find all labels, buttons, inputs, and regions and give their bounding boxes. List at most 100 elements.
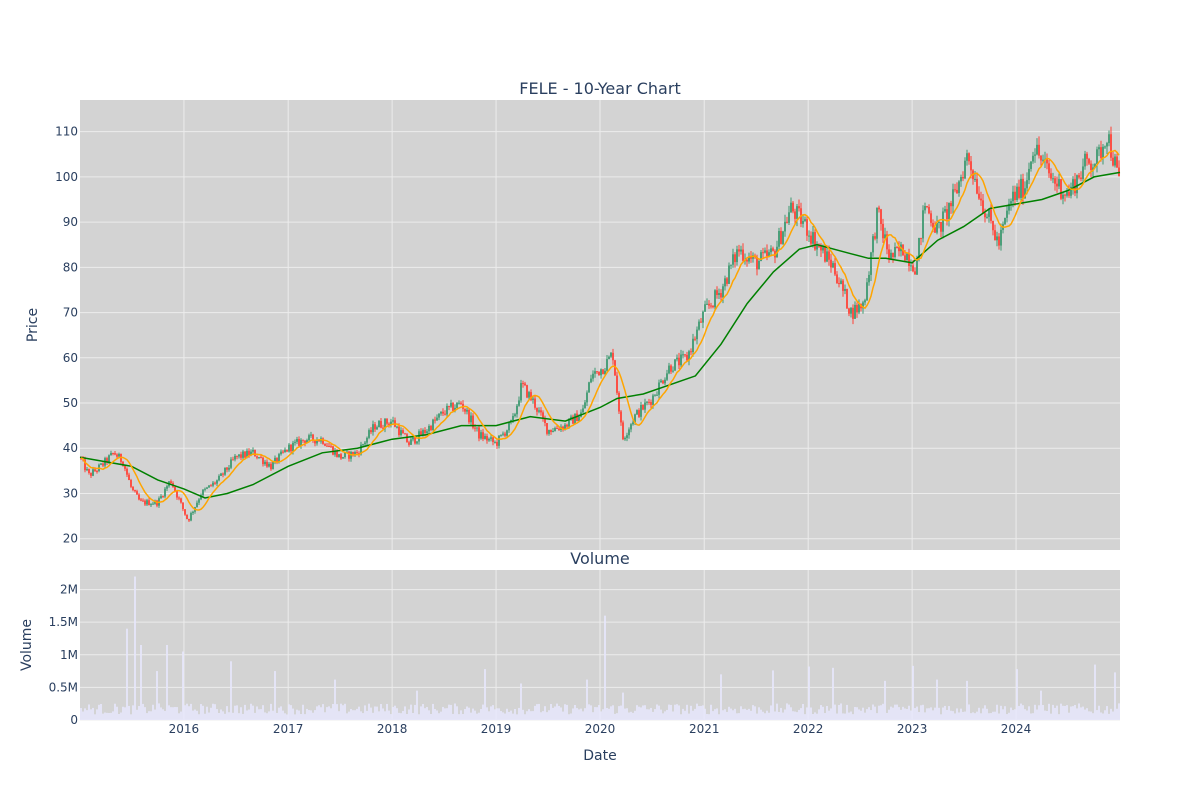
volume-bar <box>614 713 616 720</box>
volume-bar <box>1058 714 1060 720</box>
volume-bar <box>384 711 386 720</box>
volume-bar <box>952 711 954 720</box>
candle-up <box>996 236 998 241</box>
x-tick-label: 2016 <box>169 722 200 736</box>
volume-bar <box>812 713 814 720</box>
candle-down <box>700 321 702 323</box>
volume-bar <box>836 713 838 720</box>
candle-up <box>238 454 240 457</box>
volume-bar <box>580 708 582 720</box>
volume-bar <box>764 713 766 720</box>
volume-bar-series <box>80 576 1120 720</box>
volume-bar <box>866 709 868 720</box>
volume-bar <box>634 710 636 720</box>
volume-bar <box>640 707 642 720</box>
candle-down <box>638 410 640 417</box>
candle-up <box>564 424 566 430</box>
volume-bar <box>732 710 734 720</box>
volume-bar <box>696 703 698 720</box>
candle-up <box>344 452 346 458</box>
candle-up <box>1104 146 1106 148</box>
volume-bar <box>1000 705 1002 720</box>
volume-bar <box>562 711 564 720</box>
candle-up <box>422 429 424 436</box>
volume-bar <box>122 706 124 720</box>
volume-bar <box>418 714 420 720</box>
candle-up <box>1032 155 1034 162</box>
candle-down <box>1064 194 1066 196</box>
volume-bar <box>416 690 418 720</box>
candle-up <box>966 153 968 161</box>
candle-up <box>490 437 492 439</box>
candle-down <box>720 293 722 298</box>
volume-bar <box>118 714 120 720</box>
candle-down <box>662 380 664 384</box>
volume-bar <box>1060 703 1062 720</box>
volume-bar <box>350 708 352 720</box>
volume-bar <box>1100 712 1102 720</box>
candle-down <box>598 371 600 376</box>
volume-bar <box>826 706 828 720</box>
candle-up <box>986 216 988 218</box>
volume-bar <box>148 711 150 720</box>
candle-down <box>708 303 710 306</box>
candle-up <box>118 453 120 457</box>
volume-bar <box>436 710 438 720</box>
volume-bar <box>1024 709 1026 720</box>
candle-down <box>322 438 324 444</box>
volume-bar <box>774 711 776 720</box>
volume-bar <box>1110 708 1112 720</box>
volume-bar <box>532 711 534 720</box>
volume-bar <box>220 709 222 720</box>
volume-bar <box>374 706 376 720</box>
volume-bar <box>456 706 458 720</box>
candle-down <box>880 209 882 224</box>
candle-up <box>672 370 674 372</box>
candle-up <box>1092 167 1094 170</box>
candle-up <box>722 286 724 298</box>
volume-bar <box>938 707 940 720</box>
volume-bar <box>930 707 932 720</box>
x-tick-label: 2018 <box>377 722 408 736</box>
candle-down <box>968 153 970 162</box>
volume-bar <box>886 712 888 720</box>
candle-down <box>914 271 916 275</box>
candle-down <box>472 415 474 428</box>
candle-up <box>1026 180 1028 189</box>
candle-up <box>664 379 666 384</box>
candle-up <box>876 207 878 239</box>
volume-bar <box>428 710 430 720</box>
candle-down <box>388 423 390 425</box>
candle-up <box>272 461 274 470</box>
volume-bar <box>822 706 824 720</box>
candle-up <box>626 435 628 438</box>
candle-up <box>86 469 88 471</box>
candle-down <box>214 482 216 484</box>
candle-up <box>706 303 708 305</box>
volume-bar <box>1002 709 1004 720</box>
volume-bar <box>320 707 322 720</box>
candle-up <box>988 209 990 217</box>
volume-bar <box>196 710 198 720</box>
candle-up <box>822 247 824 251</box>
candle-down <box>738 249 740 252</box>
candle-down <box>612 352 614 361</box>
volume-bar <box>726 711 728 720</box>
volume-bar <box>1048 703 1050 720</box>
volume-bar <box>536 704 538 720</box>
volume-bar <box>762 711 764 720</box>
volume-bar <box>308 710 310 720</box>
candle-up <box>512 415 514 421</box>
volume-bar <box>190 703 192 720</box>
volume-bar <box>770 705 772 720</box>
candle-down <box>356 452 358 454</box>
candle-down <box>828 251 830 260</box>
volume-bar <box>202 705 204 720</box>
candle-down <box>1100 147 1102 158</box>
candle-down <box>1040 155 1042 161</box>
candle-up <box>202 489 204 496</box>
candle-up <box>294 441 296 443</box>
candle-up <box>644 402 646 410</box>
volume-bar <box>794 711 796 720</box>
volume-bar <box>336 704 338 720</box>
